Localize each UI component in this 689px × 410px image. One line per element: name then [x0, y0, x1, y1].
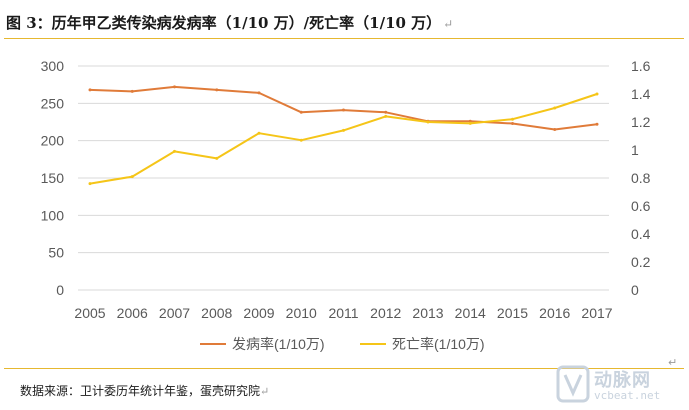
watermark-url: vcbeat.net: [594, 389, 661, 402]
x-tick-label: 2017: [581, 305, 612, 321]
x-tick-label: 2011: [328, 305, 358, 321]
y-right-tick-label: 1.6: [631, 58, 651, 74]
data-point: [595, 92, 599, 96]
y-right-tick-label: 0: [631, 282, 639, 298]
figure-title: 图 3：历年甲乙类传染病发病率（1/10 万）/死亡率（1/10 万） ↵: [6, 12, 682, 36]
x-tick-label: 2007: [159, 305, 190, 321]
data-point: [342, 108, 345, 112]
data-point: [215, 88, 219, 92]
series-line-incidence: [89, 85, 598, 131]
data-point: [299, 138, 303, 142]
source-note: 数据来源：卫计委历年统计年鉴，蛋壳研究院↵: [20, 382, 269, 399]
x-tick-label: 2008: [201, 305, 232, 321]
y-left-tick-label: 150: [41, 170, 65, 186]
watermark-logo: 动脉网 vcbeat.net: [556, 364, 682, 408]
y-right-tick-label: 0.2: [631, 254, 651, 270]
series-line-mortality: [89, 93, 598, 185]
source-text: 数据来源：卫计委历年统计年鉴，蛋壳研究院: [20, 384, 261, 398]
y-right-tick-label: 0.4: [631, 226, 651, 242]
data-point: [299, 110, 303, 114]
y-left-tick-label: 0: [56, 282, 64, 298]
data-point: [595, 122, 599, 126]
figure-title-text: 图 3：历年甲乙类传染病发病率（1/10 万）/死亡率（1/10 万）: [6, 14, 442, 32]
paragraph-mark-icon: ↵: [443, 17, 454, 31]
x-tick-label: 2006: [117, 305, 148, 321]
x-tick-label: 2012: [370, 305, 401, 321]
line-chart: 0 50 100 150 200 250 300 0 0.2 0.4 0.6 0.8 1 1.2 1.4 1.…: [41, 58, 651, 352]
trailing-paragraph-mark-icon: ↵: [668, 356, 678, 369]
bottom-rule: [4, 368, 684, 369]
y-right-tick-label: 0.8: [631, 170, 651, 186]
data-point: [511, 121, 514, 125]
data-point: [511, 117, 514, 121]
y-right-tick-label: 0.6: [631, 198, 651, 214]
y-left-tick-label: 250: [41, 95, 65, 111]
watermark-logo-icon: [556, 365, 590, 403]
x-tick-label: 2015: [497, 305, 528, 321]
data-point: [173, 149, 176, 153]
y-left-tick-label: 100: [41, 207, 65, 223]
x-tick-label: 2013: [412, 305, 443, 321]
data-point: [553, 106, 557, 110]
data-point: [426, 120, 430, 124]
data-point: [88, 88, 92, 92]
x-tick-label: 2014: [455, 305, 486, 321]
top-rule: [4, 38, 684, 39]
legend-label: 死亡率(1/10万): [392, 336, 485, 352]
legend-label: 发病率(1/10万): [232, 336, 325, 352]
data-point: [257, 91, 261, 95]
data-point: [468, 119, 472, 123]
y-left-tick-label: 50: [48, 245, 64, 261]
y-left-tick-label: 300: [41, 58, 65, 74]
x-tick-label: 2010: [286, 305, 317, 321]
data-point: [88, 182, 92, 186]
data-point: [342, 128, 345, 132]
data-point: [130, 175, 134, 179]
data-point: [257, 131, 261, 135]
y-right-tick-label: 1.2: [631, 114, 651, 130]
data-point: [130, 89, 134, 93]
data-point: [553, 127, 557, 131]
x-tick-label: 2016: [539, 305, 570, 321]
x-tick-label: 2009: [243, 305, 274, 321]
data-point: [468, 121, 472, 125]
y-right-tick-label: 1: [631, 142, 639, 158]
y-left-tick-label: 200: [41, 133, 65, 149]
watermark-text: 动脉网: [594, 370, 651, 391]
source-paragraph-mark-icon: ↵: [260, 385, 270, 398]
x-tick-label: 2005: [74, 305, 105, 321]
data-point: [215, 156, 219, 160]
y-right-tick-label: 1.4: [631, 86, 651, 102]
data-point: [384, 114, 388, 118]
data-point: [384, 110, 388, 114]
data-point: [173, 85, 176, 89]
